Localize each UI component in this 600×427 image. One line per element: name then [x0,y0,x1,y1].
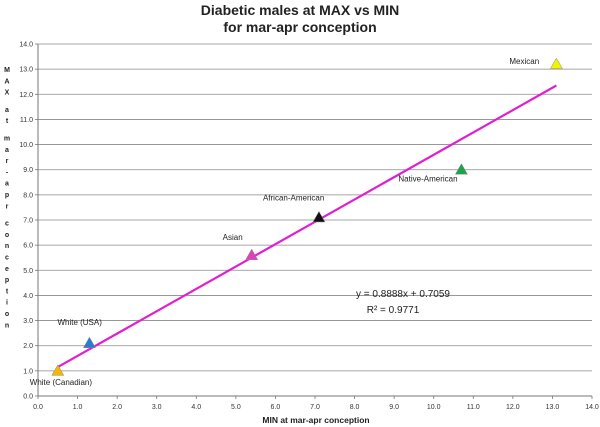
point-label: Mexican [509,57,539,66]
x-tick-label: 5.0 [231,404,241,411]
x-tick-label: 12.0 [506,404,520,411]
point-label: White (Canadian) [30,378,93,387]
x-tick-label: 10.0 [427,404,441,411]
point-label: Asian [223,233,243,242]
y-axis-ticks: 0.0 1.0 2.0 3.0 4.0 5.0 6.0 7.0 8.0 9.0 10.0 11.0 12… [19,42,38,401]
y-axis-label-letter: A [4,78,9,85]
y-tick-label: 1.0 [23,368,33,375]
chart-title-line2: for mar-apr conception [223,19,376,35]
trendline-group [57,84,557,369]
x-tick-label: 2.0 [112,404,122,411]
y-axis-label-letter: t [6,288,9,295]
y-axis-label-letter: i [6,300,8,307]
x-tick-label: 11.0 [467,404,480,411]
trendline [57,84,557,369]
data-point [454,163,468,175]
y-tick-label: 7.0 [23,218,33,225]
x-tick-label: 7.0 [310,404,320,411]
y-axis-label-letter: n [5,322,9,329]
r-squared: R² = 0.9771 [367,305,420,316]
data-point [245,248,259,260]
point-label: Native-American [398,175,457,184]
y-tick-label: 12.0 [19,92,33,99]
gridlines [38,43,592,372]
y-axis-label-letter: o [5,232,9,239]
x-tick-label: 13.0 [546,404,560,411]
x-tick-label: 1.0 [73,404,83,411]
y-tick-label: 6.0 [23,243,33,250]
trend-equation: y = 0.8888x + 0.7059 [356,289,450,300]
y-tick-label: 5.0 [23,268,33,275]
x-tick-label: 14.0 [585,404,599,411]
y-axis-label-letter: p [5,277,9,284]
chart-title-line1: Diabetic males at MAX vs MIN [201,2,399,18]
data-point [312,210,326,223]
y-tick-label: 2.0 [23,343,33,350]
y-tick-label: 9.0 [23,167,33,174]
data-points [51,57,563,376]
y-tick-label: 8.0 [23,192,33,199]
x-axis-ticks: 0.0 1.0 2.0 3.0 4.0 5.0 6.0 7.0 8.0 9.0 10.0 11.0 12… [33,396,599,411]
y-tick-label: 3.0 [23,318,33,325]
y-axis-label-letter: m [4,136,10,143]
data-point [51,364,65,376]
data-point [83,336,96,348]
y-axis-label-letter: a [5,147,9,154]
point-label: White (USA) [57,318,102,327]
y-axis-label-letter: - [6,169,9,176]
x-tick-label: 9.0 [389,404,399,411]
x-tick-label: 6.0 [271,404,281,411]
y-tick-label: 0.0 [23,394,33,401]
y-tick-label: 11.0 [20,117,33,124]
y-axis-label-letter: r [6,158,9,165]
y-tick-label: 14.0 [19,42,33,49]
y-tick-label: 4.0 [23,293,33,300]
y-axis-label-letter: e [5,266,9,273]
y-axis-label-letter: n [5,243,9,250]
point-labels: White (Canadian) White (USA) Asian African-… [30,57,539,387]
y-axis-label-letter: a [5,181,9,188]
y-axis-label-letter: X [5,90,10,97]
x-tick-label: 3.0 [152,404,162,411]
y-axis-label-letter: t [6,118,9,125]
data-point [549,57,563,69]
point-label: African-American [263,193,324,202]
y-axis-label-letter: c [5,255,9,262]
x-tick-label: 0.0 [33,404,43,411]
y-tick-label: 13.0 [19,67,33,74]
y-axis-label-letter: c [5,221,9,228]
y-tick-label: 10.0 [19,142,33,149]
x-axis-label: MIN at mar-apr conception [262,415,369,425]
y-axis-label-letter: M [4,67,10,74]
x-tick-label: 8.0 [350,404,360,411]
y-axis-label-letter: o [5,311,9,318]
y-axis-label-letter: a [5,107,9,114]
y-axis-label-letter: p [5,192,9,199]
x-tick-label: 4.0 [191,404,201,411]
y-axis-label-letter: r [6,203,9,210]
